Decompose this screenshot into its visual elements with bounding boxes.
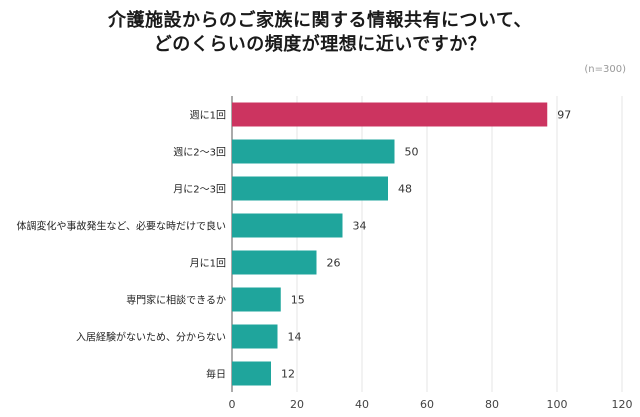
bar [232, 176, 388, 201]
bar [232, 213, 343, 238]
value-label: 14 [288, 331, 302, 344]
x-tick-label: 80 [485, 398, 499, 411]
value-label: 50 [405, 146, 419, 159]
x-tick-label: 60 [420, 398, 434, 411]
category-label: 専門家に相談できるか [126, 294, 226, 307]
bar [232, 102, 548, 127]
bar [232, 139, 395, 164]
x-tick-label: 0 [229, 398, 236, 411]
chart-title-line-2: どのくらいの頻度が理想に近いですか？ [153, 34, 487, 55]
category-label: 毎日 [206, 368, 226, 381]
sample-size-note: (n=300) [584, 64, 626, 75]
bar [232, 361, 271, 386]
value-label: 26 [327, 257, 341, 270]
x-tick-label: 100 [547, 398, 568, 411]
category-label: 体調変化や事故発生など、必要な時だけで良い [17, 220, 227, 233]
bar [232, 324, 278, 349]
chart-title-line-1: 介護施設からのご家族に関する情報共有について、 [107, 10, 533, 31]
value-label: 97 [557, 109, 571, 122]
category-label: 週に1回 [190, 110, 226, 122]
value-label: 15 [291, 294, 305, 307]
category-label: 月に2〜3回 [173, 184, 226, 196]
bar [232, 287, 281, 312]
x-tick-label: 40 [355, 398, 369, 411]
category-label: 月に1回 [190, 258, 226, 270]
value-label: 48 [398, 183, 412, 196]
x-tick-label: 20 [290, 398, 304, 411]
bar [232, 250, 317, 275]
category-label: 週に2〜3回 [173, 147, 226, 159]
value-label: 34 [353, 220, 367, 233]
value-label: 12 [281, 368, 295, 381]
x-tick-label: 120 [612, 398, 633, 411]
category-label: 入居経験がないため、分からない [76, 331, 226, 344]
